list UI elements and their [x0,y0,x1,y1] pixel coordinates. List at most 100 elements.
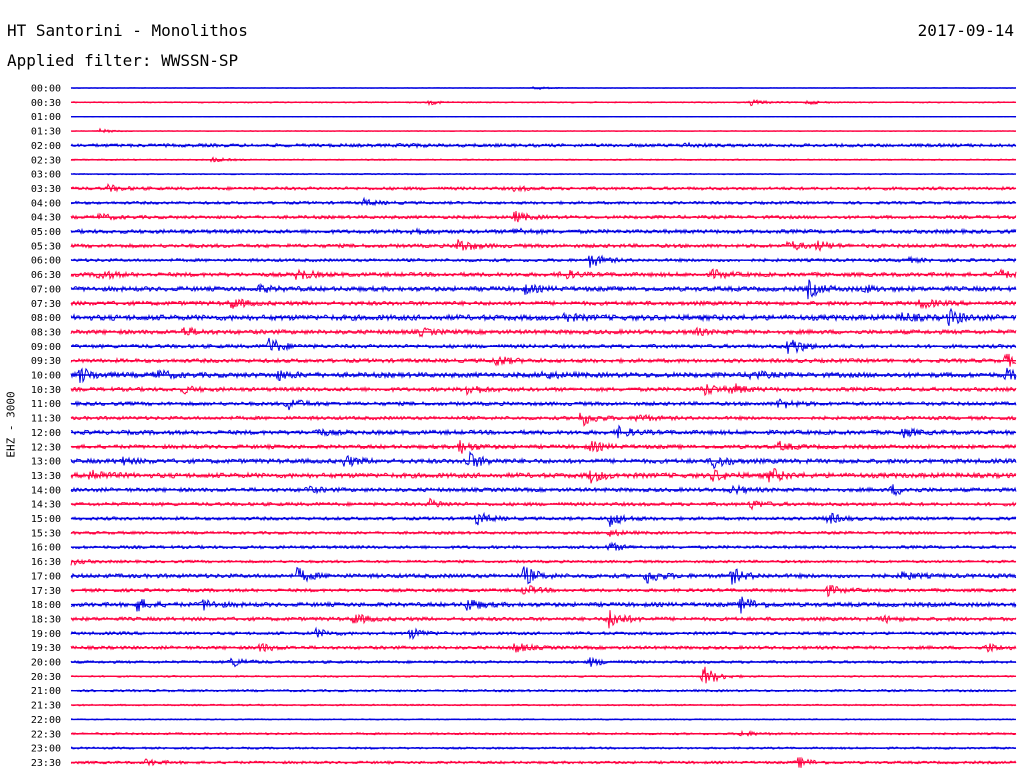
row-time-label: 00:00 [31,84,61,95]
trace-row [70,656,1017,668]
row-time-label: 13:30 [31,471,61,482]
trace-row [70,729,1017,737]
trace-row [70,412,1017,427]
row-time-label: 06:30 [31,270,61,281]
filter-label: Applied filter: WWSSN-SP [7,51,239,70]
row-time-label: 07:30 [31,299,61,310]
row-time-label: 02:00 [31,141,61,152]
row-time-label: 03:30 [31,184,61,195]
row-time-label: 12:00 [31,428,61,439]
row-time-label: 19:30 [31,643,61,654]
row-time-label: 06:00 [31,256,61,267]
row-time-label: 05:00 [31,227,61,238]
trace-row [70,99,1017,107]
trace-row [70,307,1017,326]
row-time-label: 08:00 [31,313,61,324]
row-time-label: 21:30 [31,701,61,712]
trace-row [70,746,1017,751]
trace-row [70,279,1017,300]
trace-row [70,367,1017,384]
trace-row [70,566,1017,585]
channel-label: EHZ - 3000 [4,391,18,458]
trace-row [70,610,1017,629]
row-time-label: 22:00 [31,715,61,726]
trace-row [70,450,1017,470]
trace-row [70,172,1017,176]
trace-row [70,626,1017,641]
row-time-label: 10:00 [31,371,61,382]
trace-row [70,227,1017,236]
row-time-label: 14:00 [31,485,61,496]
trace-row [70,468,1017,484]
trace-row [70,156,1017,163]
row-time-label: 18:00 [31,600,61,611]
row-time-label: 13:00 [31,457,61,468]
row-time-label: 15:00 [31,514,61,525]
row-time-label: 22:30 [31,729,61,740]
row-time-label: 23:30 [31,758,61,769]
row-time-label: 11:30 [31,414,61,425]
station-title: HT Santorini - Monolithos [7,21,248,40]
trace-row [70,127,1017,134]
row-time-label: 05:30 [31,241,61,252]
row-time-label: 09:30 [31,356,61,367]
trace-row [70,239,1017,252]
row-time-label: 01:00 [31,112,61,123]
row-time-label: 16:30 [31,557,61,568]
trace-row [70,484,1017,497]
trace-row [70,211,1017,223]
row-time-label: 20:00 [31,658,61,669]
trace-row [70,254,1017,268]
row-time-label: 03:00 [31,170,61,181]
row-time-label: 07:00 [31,284,61,295]
row-time-label: 18:30 [31,614,61,625]
row-time-label: 00:30 [31,98,61,109]
trace-row [70,528,1017,537]
trace-row [70,298,1017,310]
trace-row [70,141,1017,150]
row-time-label: 04:30 [31,213,61,224]
trace-row [70,86,1017,90]
trace-row [70,497,1017,511]
date-label: 2017-09-14 [917,21,1014,40]
trace-row [70,353,1017,367]
row-time-label: 11:00 [31,399,61,410]
trace-row [70,688,1017,693]
row-time-label: 01:30 [31,127,61,138]
trace-row [70,718,1016,721]
row-time-label: 20:30 [31,672,61,683]
trace-row [70,268,1017,281]
trace-row [70,584,1017,598]
trace-row [70,596,1017,614]
trace-row [70,756,1017,768]
trace-row [70,326,1017,338]
trace-row [71,196,1017,207]
trace-row [70,398,1017,411]
row-time-label: 23:00 [31,744,61,755]
row-time-label: 04:00 [31,198,61,209]
row-time-label: 17:00 [31,571,61,582]
trace-row [70,337,1017,354]
trace-row [70,558,1017,566]
row-time-label: 09:00 [31,342,61,353]
trace-row [70,642,1017,653]
row-time-label: 19:00 [31,629,61,640]
trace-row [70,182,1017,193]
row-time-label: 16:00 [31,543,61,554]
trace-row [70,440,1017,454]
trace-row [70,383,1017,397]
trace-row [70,666,1017,684]
row-time-label: 08:30 [31,327,61,338]
row-time-label: 10:30 [31,385,61,396]
row-time-label: 17:30 [31,586,61,597]
row-time-label: 02:30 [31,155,61,166]
row-time-label: 21:00 [31,686,61,697]
row-time-label: 15:30 [31,528,61,539]
row-time-label: 14:30 [31,500,61,511]
trace-row [70,424,1017,439]
trace-row [70,703,1017,707]
trace-row [70,511,1017,527]
row-time-label: 12:30 [31,442,61,453]
